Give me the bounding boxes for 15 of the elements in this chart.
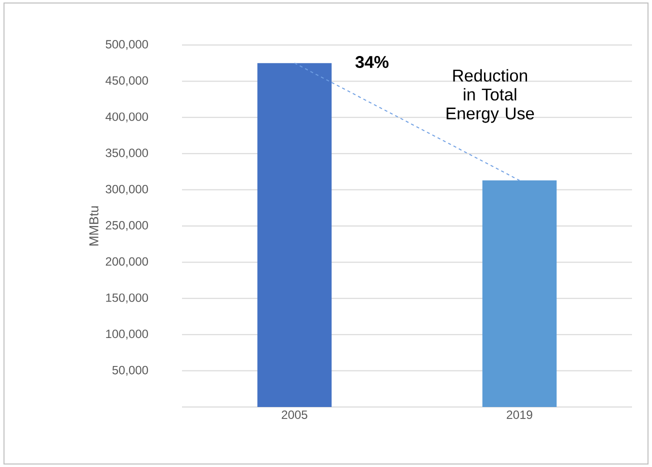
y-tick-label: 300,000 [106, 184, 148, 195]
y-tick-label: 350,000 [106, 148, 148, 159]
y-tick-label: 250,000 [106, 221, 148, 231]
y-tick-label: 500,000 [106, 40, 148, 50]
y-tick-label: 400,000 [106, 112, 148, 122]
annotation: 34% [355, 56, 388, 68]
annotation: Reduction in Total Energy Use [446, 69, 534, 123]
x-tick-label: 2005 [282, 410, 308, 419]
y-axis-title: MMBtu [89, 206, 98, 246]
y-tick-label: 100,000 [106, 330, 148, 340]
y-tick-label: 200,000 [106, 257, 148, 268]
y-tick-label: 50,000 [112, 366, 148, 376]
x-tick-label: 2019 [506, 410, 532, 419]
y-tick-label: 150,000 [106, 293, 148, 304]
y-tick-label: 450,000 [106, 76, 148, 86]
